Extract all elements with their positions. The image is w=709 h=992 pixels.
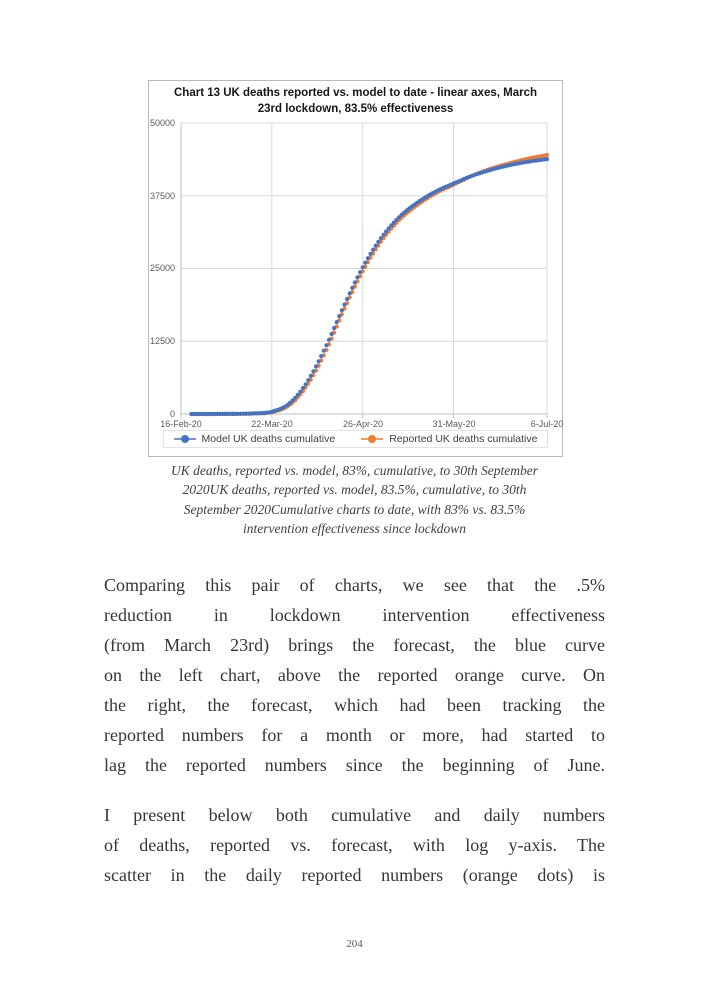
body-text: Comparing this pair of charts, we see th… <box>104 570 605 910</box>
y-tick-0: 0 <box>169 409 175 419</box>
x-tick-22-mar: 22-Mar-20 <box>251 419 293 429</box>
chart-title-line1: Chart 13 UK deaths reported vs. model to… <box>174 87 537 99</box>
page-number: 204 <box>346 938 363 950</box>
figure-caption: UK deaths, reported vs. model, 83%, cumu… <box>0 461 709 538</box>
x-tick-26-apr: 26-Apr-20 <box>342 419 384 429</box>
y-tick-50000: 50000 <box>149 118 175 128</box>
plot-area <box>180 122 550 418</box>
text-line: scatter in the daily reported numbers (o… <box>104 865 605 885</box>
legend-label-reported: Reported UK deaths cumulative <box>389 433 538 445</box>
text-line: (from March 23rd) brings the forecast, t… <box>104 635 605 655</box>
y-tick-25000: 25000 <box>149 263 175 273</box>
legend-item-model: Model UK deaths cumulative <box>173 433 336 445</box>
text-line: the right, the forecast, which had been … <box>104 695 605 715</box>
x-tick-6-jul: 6-Jul-20 <box>530 419 564 429</box>
y-tick-12500: 12500 <box>149 336 175 346</box>
legend-item-reported: Reported UK deaths cumulative <box>361 433 537 445</box>
chart-13: Chart 13 UK deaths reported vs. model to… <box>148 80 563 457</box>
text-line: I present below both cumulative and dail… <box>104 805 605 825</box>
reported-series-marker-icon <box>361 435 384 443</box>
caption-line: 2020UK deaths, reported vs. model, 83.5%… <box>182 482 527 498</box>
text-line: lag the reported numbers since the begin… <box>104 755 605 775</box>
x-tick-31-may: 31-May-20 <box>432 419 476 429</box>
paragraph-2: I present below both cumulative and dail… <box>104 800 605 890</box>
caption-line: September 2020Cumulative charts to date,… <box>183 501 526 517</box>
text-line: on the left chart, above the reported or… <box>104 665 605 685</box>
text-line: Comparing this pair of charts, we see th… <box>104 575 605 595</box>
x-tick-16-feb: 16-Feb-20 <box>160 419 202 429</box>
text-line: reduction in lockdown intervention effec… <box>104 605 605 625</box>
caption-line: UK deaths, reported vs. model, 83%, cumu… <box>171 463 538 478</box>
legend-label-model: Model UK deaths cumulative <box>201 433 336 445</box>
model-series-marker-icon <box>173 435 196 443</box>
paragraph-1: Comparing this pair of charts, we see th… <box>104 570 605 780</box>
caption-line: intervention effectiveness since lockdow… <box>242 520 467 536</box>
text-line: reported numbers for a month or more, ha… <box>104 725 605 745</box>
chart-title: Chart 13 UK deaths reported vs. model to… <box>149 85 562 117</box>
chart-title-line2: 23rd lockdown, 83.5% effectiveness <box>257 103 454 115</box>
y-tick-37500: 37500 <box>149 191 175 201</box>
chart-legend: Model UK deaths cumulative Reported UK d… <box>162 430 549 448</box>
text-line: of deaths, reported vs. forecast, with l… <box>104 835 605 855</box>
